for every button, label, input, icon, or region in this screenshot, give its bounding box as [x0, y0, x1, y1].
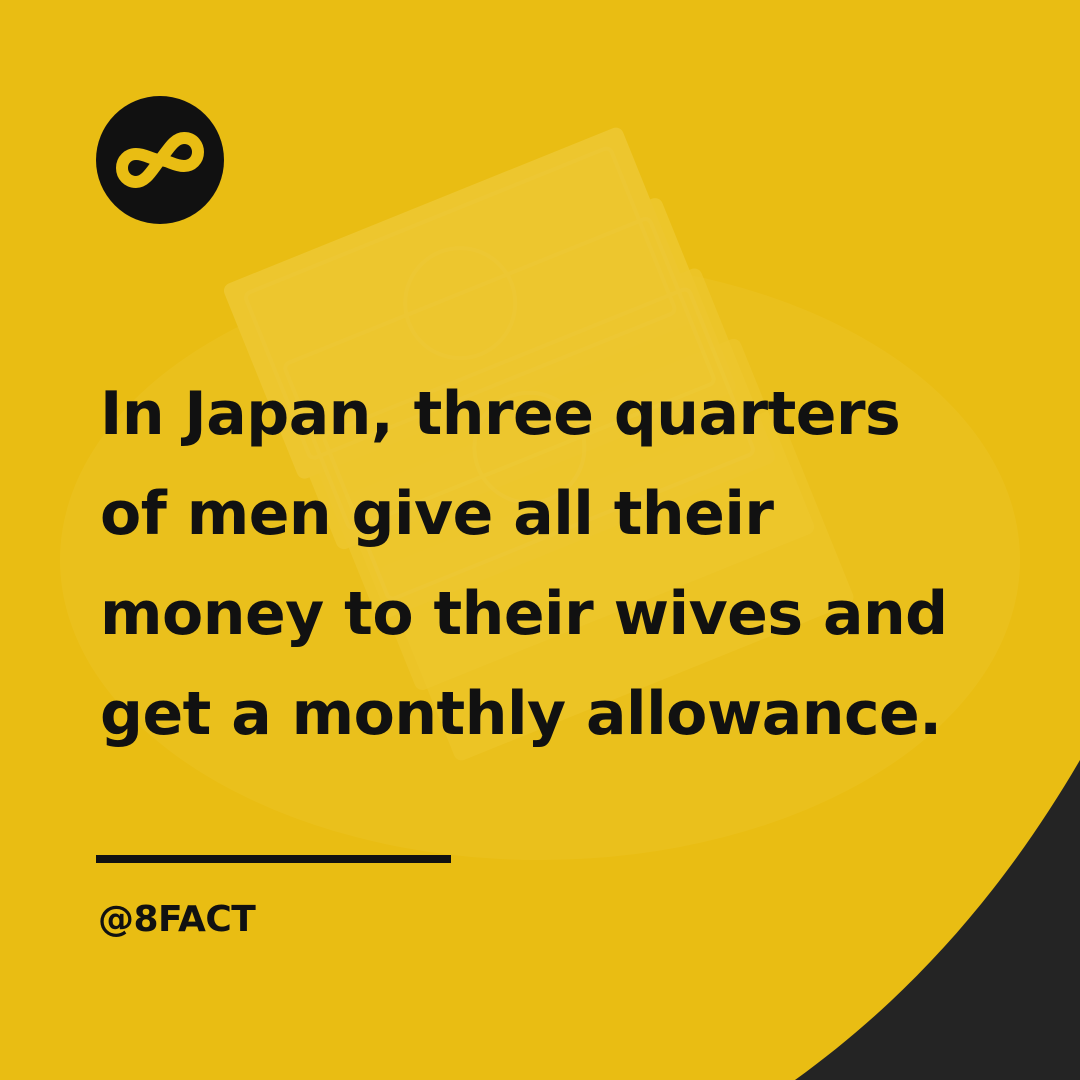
fact-text: In Japan, three quarters of men give all…: [100, 379, 948, 749]
divider: [96, 855, 451, 863]
account-handle: @8FACT: [98, 899, 256, 940]
infinity-eight-icon: [96, 96, 224, 224]
